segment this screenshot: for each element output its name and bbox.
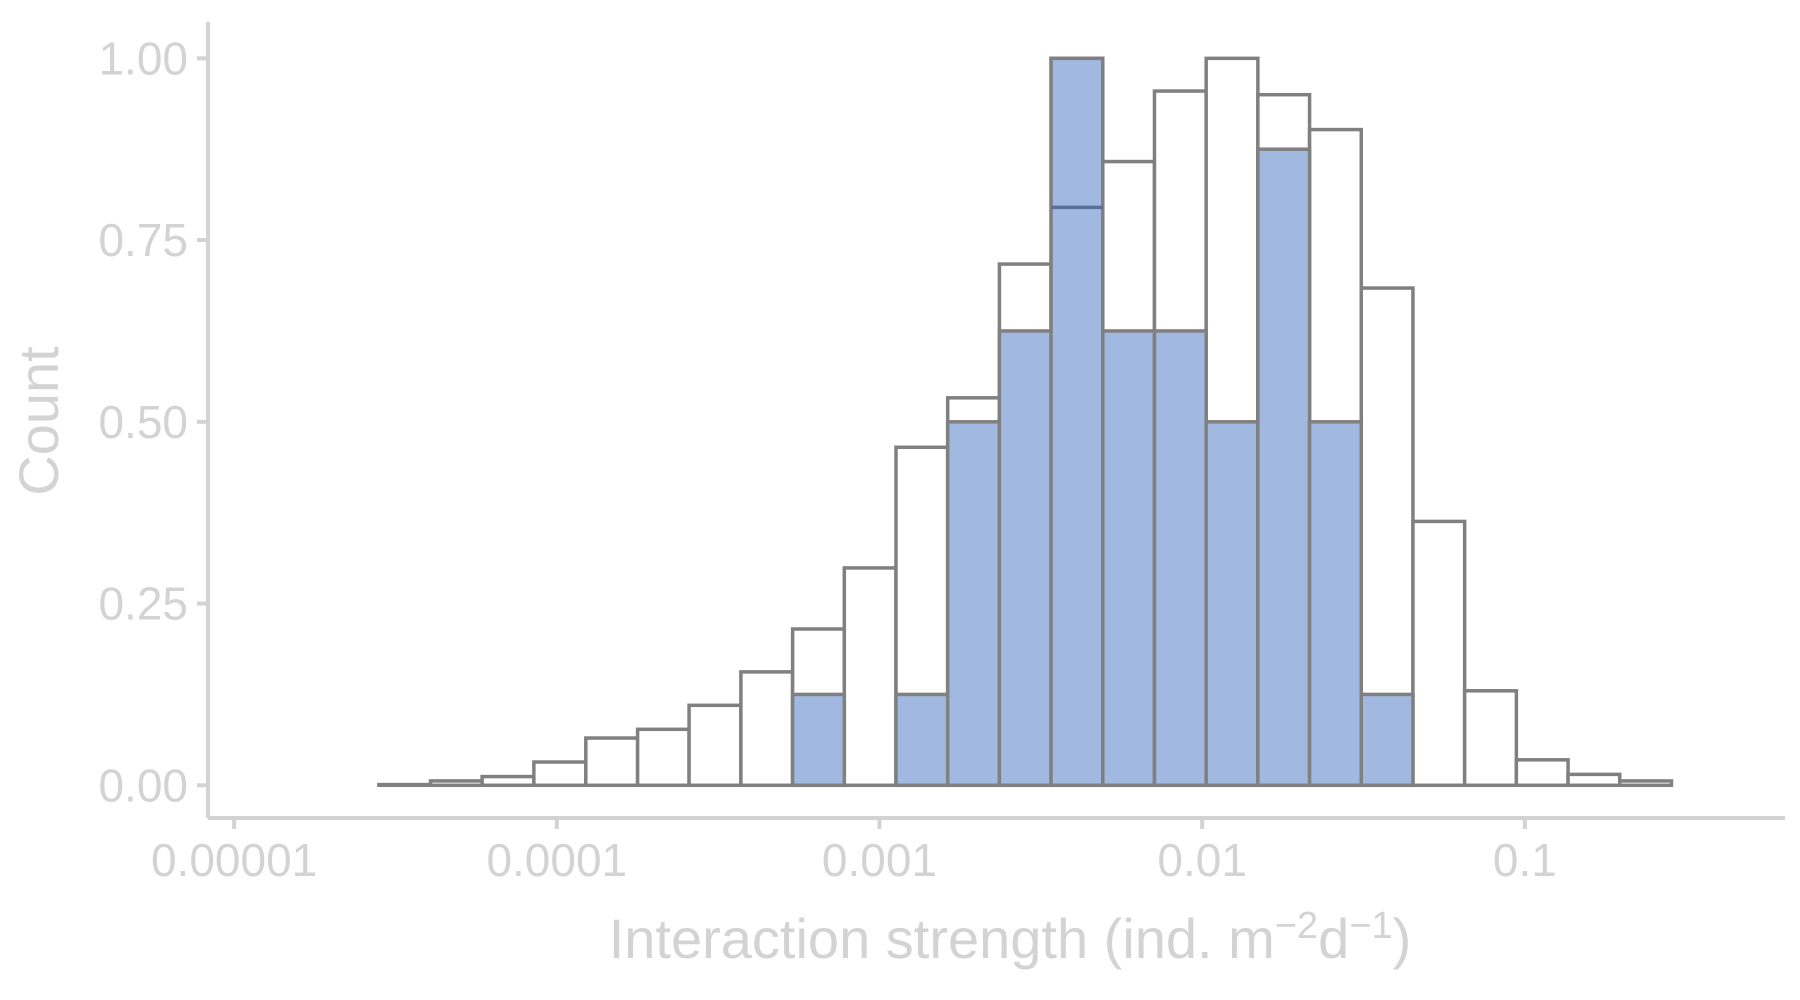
y-tick-label-4: 1.00 xyxy=(98,32,188,84)
x-axis-title: Interaction strength (ind. m−2d−1) xyxy=(609,905,1412,970)
subset-bars-group xyxy=(790,56,1415,788)
all-bar-26 xyxy=(1566,772,1622,788)
all-bar-10 xyxy=(739,670,795,788)
x-axis-title-sup1: −2 xyxy=(1275,905,1318,947)
y-ticks-group: 0.00 0.25 0.50 0.75 1.00 xyxy=(98,32,208,811)
subset-bar-20 xyxy=(1256,147,1312,788)
all-bar-9 xyxy=(687,703,743,788)
all-bar-3 xyxy=(377,782,433,788)
subset-bar-19 xyxy=(1204,420,1260,788)
y-tick-label-2: 0.50 xyxy=(98,396,188,448)
subset-bar-21 xyxy=(1307,420,1364,788)
subset-bar-14 xyxy=(945,420,1002,788)
subset-bar-18 xyxy=(1152,329,1208,788)
y-tick-label-1: 0.25 xyxy=(98,578,188,630)
all-bar-12 xyxy=(842,566,898,788)
subset-bar-13 xyxy=(894,692,950,788)
subset-bar-15 xyxy=(997,329,1053,788)
y-tick-label-0: 0.00 xyxy=(98,759,188,811)
x-tick-label-2: 0.001 xyxy=(822,834,937,886)
subset-bar-17 xyxy=(1101,329,1157,788)
all-bar-7 xyxy=(584,736,640,788)
x-axis-title-mid: d xyxy=(1318,907,1349,970)
all-bar-6 xyxy=(532,760,588,788)
x-ticks-group: 0.00001 0.0001 0.001 0.01 0.1 xyxy=(151,818,1557,886)
all-bar-4 xyxy=(428,779,484,788)
x-tick-label-1: 0.0001 xyxy=(486,834,627,886)
x-axis-title-main: Interaction strength (ind. m xyxy=(609,907,1275,970)
all-bar-8 xyxy=(635,727,691,788)
x-axis-title-end: ) xyxy=(1393,907,1412,970)
y-tick-label-3: 0.75 xyxy=(98,214,188,266)
y-axis-title: Count xyxy=(7,346,70,496)
subset-bar-22 xyxy=(1359,692,1415,788)
x-tick-label-0: 0.00001 xyxy=(151,834,317,886)
all-bar-27 xyxy=(1617,779,1674,788)
x-tick-label-3: 0.01 xyxy=(1157,834,1247,886)
x-tick-label-4: 0.1 xyxy=(1493,834,1557,886)
all-bar-23 xyxy=(1411,519,1467,788)
subset-bar-11 xyxy=(790,692,847,788)
all-bar-24 xyxy=(1462,689,1519,788)
all-bar-25 xyxy=(1514,758,1570,788)
subset-bar-16 xyxy=(1049,56,1105,788)
all-bar-5 xyxy=(480,774,536,788)
x-axis-title-sup2: −1 xyxy=(1349,905,1392,947)
